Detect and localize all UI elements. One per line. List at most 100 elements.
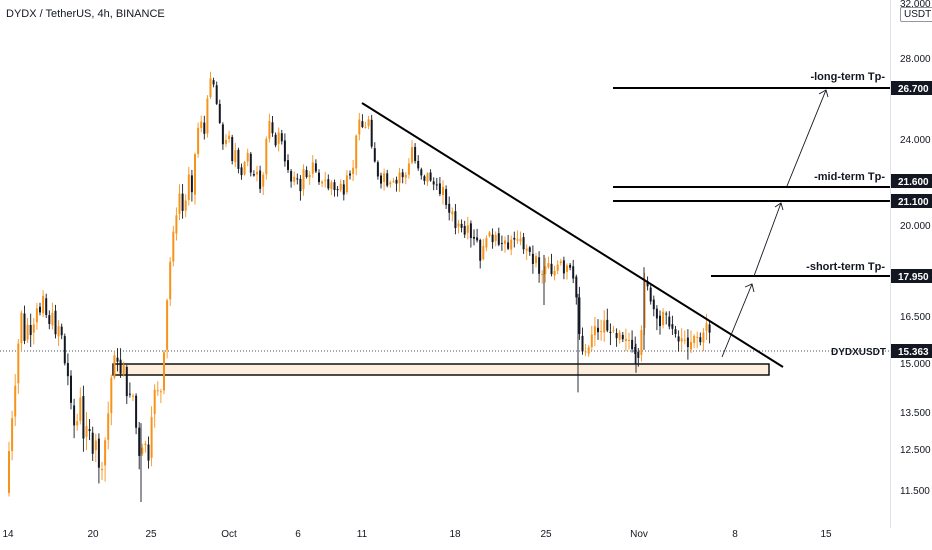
candle-body [671, 324, 674, 329]
y-tick: 32.000 [900, 0, 931, 10]
candle-body [590, 334, 593, 348]
candle-body [135, 395, 138, 428]
candle-body [265, 138, 268, 175]
candle-body [646, 281, 649, 287]
candle-body [73, 405, 76, 426]
candle-body [308, 174, 311, 178]
candle-body [429, 172, 432, 181]
candle-body [70, 375, 72, 403]
candle-body [197, 127, 200, 154]
candle-body [631, 339, 634, 350]
candle-body [575, 276, 578, 298]
candle-body [606, 319, 609, 331]
candle-body [228, 135, 231, 139]
candle-body [240, 167, 243, 176]
candle-body [150, 417, 153, 458]
time-axis: 14 20 25 Oct 6 11 18 25 Nov 8 15 [2, 529, 832, 540]
candle-body [209, 78, 212, 97]
candle-body [349, 173, 351, 176]
y-tick: 11.500 [900, 486, 930, 497]
candle-body [522, 237, 525, 250]
candle-body [411, 147, 413, 163]
price-axis: 32.000 28.000 24.000 20.000 16.500 15.00… [831, 0, 932, 497]
candle-body [556, 264, 559, 271]
candle-body [562, 260, 565, 274]
candle-body [469, 223, 472, 239]
candle-body [259, 170, 262, 189]
candle-body [358, 119, 361, 135]
projection-arrow-long-head [818, 89, 829, 98]
candle-body [352, 167, 355, 174]
candle-body [572, 266, 575, 279]
mid-term-target-value: 21.600 [898, 177, 929, 188]
candle-body [392, 181, 395, 183]
candle-body [122, 365, 125, 375]
candle-body [504, 240, 506, 244]
candle-body [705, 323, 708, 331]
candle-body [280, 133, 283, 142]
candle-body [380, 175, 382, 184]
candle-body [516, 239, 519, 241]
candle-body [643, 279, 646, 329]
candle-body [172, 231, 175, 262]
y-tick: 20.000 [900, 221, 931, 232]
candle-body [181, 193, 184, 211]
candle-body [593, 326, 596, 336]
candle-body [156, 390, 159, 392]
candle-body [318, 172, 320, 183]
candle-body [401, 172, 404, 178]
candle-body [597, 327, 599, 333]
current-price-value: 15.363 [898, 347, 929, 358]
candle-body [178, 193, 181, 214]
projection-arrows [721, 89, 829, 358]
candle-body [451, 211, 454, 215]
candle-body [442, 186, 444, 195]
candle-body [42, 295, 45, 314]
candle-body [327, 179, 330, 189]
candle-body [321, 181, 324, 184]
candle-body [110, 377, 113, 414]
candle-body [88, 429, 91, 432]
candle-body [407, 163, 410, 175]
candle-body [600, 331, 603, 333]
candle-body [665, 313, 668, 315]
x-tick: Oct [221, 529, 237, 540]
candle-body [364, 126, 367, 128]
candle-body [246, 152, 249, 162]
candle-body [550, 263, 553, 275]
candle-body [510, 239, 513, 250]
mid-term-target: -mid-term Tp- 21.600 [613, 171, 932, 188]
candle-body [615, 332, 618, 339]
candle-body [547, 262, 550, 268]
candle-body [494, 234, 497, 241]
short-term-target-value: 17.950 [898, 272, 929, 283]
candle-body [252, 174, 255, 176]
support-zone[interactable] [112, 363, 770, 376]
candle-body [212, 80, 215, 85]
candle-body [293, 176, 296, 182]
candle-body [256, 171, 258, 175]
candle-body [693, 335, 696, 343]
descending-trendline[interactable] [361, 102, 784, 368]
candle-body [485, 238, 488, 248]
candle-body [314, 163, 317, 172]
candle-body [699, 337, 702, 343]
candle-body [640, 330, 643, 355]
candle-body [652, 299, 655, 310]
candle-body [668, 316, 671, 327]
candle-body [500, 242, 503, 244]
candle-body [497, 233, 500, 245]
long-term-target-value: 26.700 [898, 84, 929, 95]
candle-body [333, 182, 336, 191]
candle-body [57, 326, 60, 337]
candle-body [26, 324, 29, 340]
candle-body [361, 121, 364, 128]
price-candles [8, 71, 711, 502]
candle-body [153, 389, 156, 414]
candle-body [367, 119, 370, 127]
projection-arrow-mid [753, 202, 782, 277]
currency-unit-badge[interactable]: USDT [900, 7, 932, 22]
candle-body [448, 203, 451, 213]
candle-body [283, 140, 286, 162]
